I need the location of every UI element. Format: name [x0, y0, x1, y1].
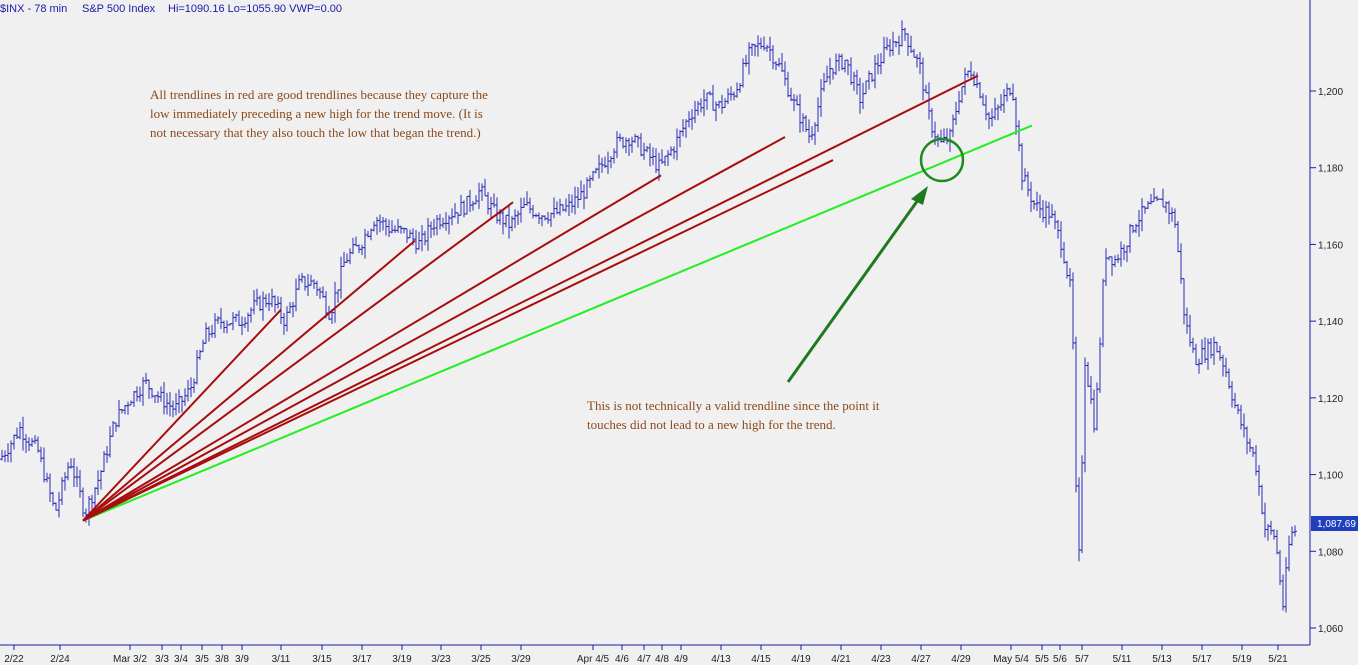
price-bars — [0, 20, 1297, 613]
x-tick-label: 5/5 — [1035, 654, 1049, 665]
x-tick-label: 3/15 — [312, 654, 332, 665]
x-tick-label: 3/11 — [272, 654, 291, 665]
y-tick-label: 1,140 — [1318, 317, 1343, 328]
annotation-arrowhead — [911, 186, 928, 205]
good-trendline — [82, 74, 979, 522]
x-tick-label: 2/24 — [50, 654, 70, 665]
good-trendline — [82, 174, 662, 522]
y-tick-label: 1,060 — [1318, 624, 1343, 635]
x-tick-label: 3/25 — [471, 654, 491, 665]
good-trendline — [82, 239, 416, 522]
x-tick-label: 4/6 — [615, 654, 629, 665]
x-tick-label: 4/29 — [951, 654, 971, 665]
x-tick-label: 3/29 — [511, 654, 531, 665]
good-trendlines-note: All trendlines in red are good trendline… — [150, 87, 488, 140]
x-tick-label: 2/22 — [4, 654, 24, 665]
trendlines — [82, 74, 1033, 522]
x-tick-label: 3/19 — [392, 654, 412, 665]
x-tick-label: 4/8 — [655, 654, 669, 665]
good-note-line-2: low immediately preceding a new high for… — [150, 106, 483, 121]
x-tick-label: 4/13 — [711, 654, 731, 665]
invalid-trendline-note: This is not technically a valid trendlin… — [587, 398, 880, 432]
x-tick-label: 3/23 — [431, 654, 451, 665]
x-tick-label: Mar 3/2 — [113, 654, 147, 665]
y-tick-label: 1,080 — [1318, 547, 1343, 558]
y-tick-label: 1,100 — [1318, 471, 1343, 482]
x-tick-label: May 5/4 — [993, 654, 1029, 665]
x-tick-label: Apr 4/5 — [577, 654, 610, 665]
x-tick-label: 3/17 — [352, 654, 372, 665]
x-tick-label: 5/21 — [1268, 654, 1288, 665]
annotation-arrow-shaft — [786, 199, 920, 383]
good-trendline — [82, 201, 514, 522]
last-price-label: 1,087.69 — [1317, 519, 1356, 530]
y-tick-label: 1,160 — [1318, 240, 1343, 251]
x-axis-ticks: 2/22 2/24 Mar 3/2 3/3 3/4 3/5 3/8 3/9 3/11 3/15 3/… — [4, 645, 1288, 665]
chart-stats: Hi=1090.16 Lo=1055.90 VWP=0.00 — [168, 3, 342, 15]
x-tick-label: 3/5 — [195, 654, 209, 665]
x-tick-label: 5/6 — [1053, 654, 1067, 665]
invalid-note-line-1: This is not technically a valid trendlin… — [587, 398, 880, 413]
x-tick-label: 5/11 — [1113, 654, 1132, 665]
x-tick-label: 3/8 — [215, 654, 229, 665]
x-tick-label: 4/27 — [911, 654, 931, 665]
x-tick-label: 4/7 — [637, 654, 651, 665]
y-tick-label: 1,200 — [1318, 87, 1343, 98]
chart-symbol: $INX - 78 min — [0, 3, 67, 15]
good-trendline — [82, 308, 282, 522]
y-axis-ticks: 1,060 1,080 1,100 1,120 1,140 1,160 1,180 1,200 — [1310, 87, 1343, 635]
x-tick-label: 5/7 — [1075, 654, 1089, 665]
good-note-line-3: not necessary that they also touch the l… — [150, 125, 481, 140]
chart-index-name: S&P 500 Index — [82, 3, 156, 15]
x-tick-label: 3/9 — [235, 654, 249, 665]
x-tick-label: 4/9 — [674, 654, 688, 665]
x-tick-label: 5/19 — [1232, 654, 1252, 665]
x-tick-label: 5/17 — [1192, 654, 1212, 665]
good-trendline — [82, 159, 834, 522]
y-tick-label: 1,120 — [1318, 394, 1343, 405]
good-note-line-1: All trendlines in red are good trendline… — [150, 87, 488, 102]
x-tick-label: 4/21 — [831, 654, 851, 665]
x-tick-label: 4/23 — [871, 654, 891, 665]
y-tick-label: 1,180 — [1318, 164, 1343, 175]
good-trendline — [82, 136, 786, 522]
x-tick-label: 3/3 — [155, 654, 169, 665]
x-tick-label: 5/13 — [1152, 654, 1172, 665]
invalid-note-line-2: touches did not lead to a new high for t… — [587, 417, 836, 432]
x-tick-label: 3/4 — [174, 654, 188, 665]
x-tick-label: 4/19 — [791, 654, 811, 665]
invalid-trendline — [82, 124, 1033, 522]
x-tick-label: 4/15 — [751, 654, 771, 665]
touch-point-circle — [919, 137, 965, 183]
last-price-badge — [1311, 516, 1358, 531]
